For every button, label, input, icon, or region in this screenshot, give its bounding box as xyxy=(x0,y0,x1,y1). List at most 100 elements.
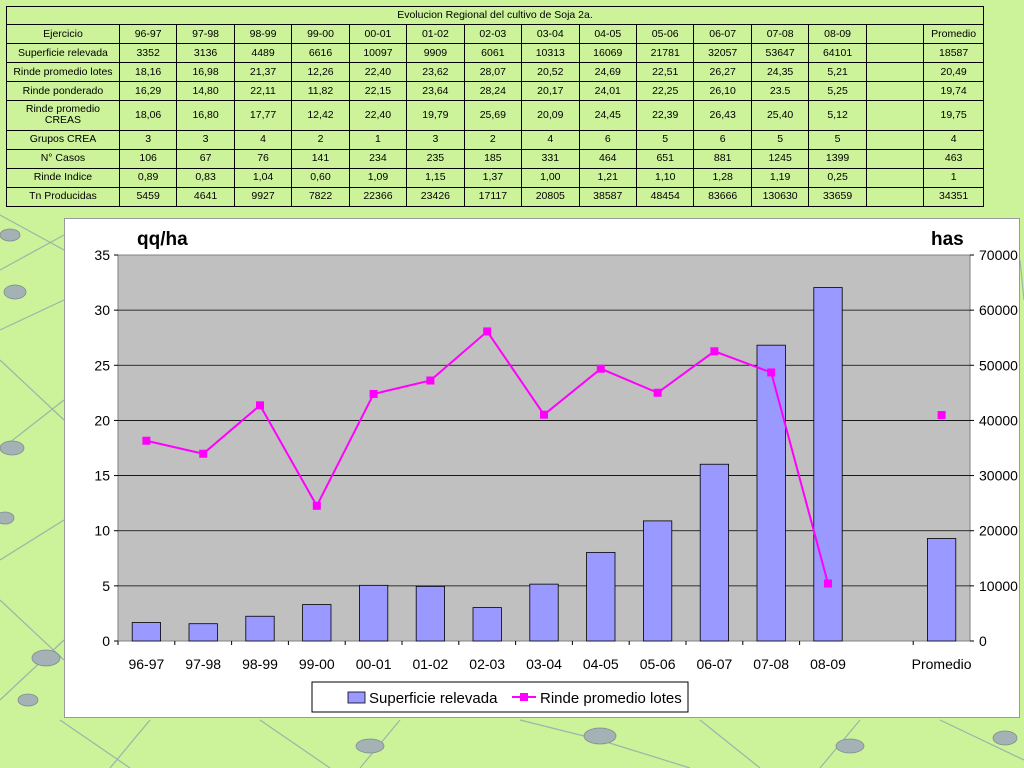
table-cell: 234 xyxy=(348,148,408,169)
table-cell: 33659 xyxy=(808,186,867,208)
table-row-label: Rinde Indice xyxy=(6,167,120,188)
x-axis-tick-label: 97-98 xyxy=(185,656,221,672)
table-blank-cell xyxy=(865,186,925,208)
table-row-label: Rinde promedio CREAS xyxy=(6,100,120,131)
left-axis-tick-label: 35 xyxy=(94,247,110,263)
table-average-cell: 4 xyxy=(923,129,984,150)
table-cell: 32057 xyxy=(693,43,752,64)
table-cell: 141 xyxy=(291,148,350,169)
point-rinde-promedio-lotes xyxy=(767,368,776,377)
left-axis-tick-label: 15 xyxy=(94,468,110,484)
table-average-header: Promedio xyxy=(923,23,984,45)
bar-superficie-relevada xyxy=(358,584,389,642)
table-cell: 12,26 xyxy=(291,62,350,83)
table-cell: 1,10 xyxy=(635,167,695,188)
table-row: Tn Producidas 5459 4641 9927 7822 22366 23426 1… xyxy=(6,186,984,208)
table-row-label: N° Casos xyxy=(6,148,120,169)
table-cell: 16,98 xyxy=(176,62,235,83)
table-cell: 0,89 xyxy=(118,167,178,188)
left-axis-tick-label: 20 xyxy=(94,412,110,428)
table-cell: 18,06 xyxy=(118,100,178,131)
table-cell: 24,69 xyxy=(578,62,637,83)
table-cell: 5,21 xyxy=(808,62,867,83)
x-axis-tick-label: 01-02 xyxy=(412,656,448,672)
table-blank-cell xyxy=(865,23,925,45)
point-rinde-promedio-lotes xyxy=(483,327,492,336)
table-cell: 20,09 xyxy=(521,100,580,131)
data-table: Evolucion Regional del cultivo de Soja 2… xyxy=(6,6,984,208)
table-cell: 1,00 xyxy=(521,167,580,188)
table-cell: 10097 xyxy=(348,43,408,64)
bar-superficie-relevada xyxy=(529,583,559,642)
table-cell: 3 xyxy=(176,129,235,150)
table-cell: 4489 xyxy=(233,43,293,64)
table-cell: 17117 xyxy=(463,186,523,208)
table-cell: 25,40 xyxy=(750,100,810,131)
chart-frame: 0 5 10 15 20 25 30 35 0 10000 20000 30000 40000 50000… xyxy=(64,218,1020,718)
table-cell: 22366 xyxy=(348,186,408,208)
point-rinde-promedio-lotes xyxy=(937,411,946,420)
table-cell: 26,10 xyxy=(693,81,752,102)
table-cell: 23,64 xyxy=(406,81,465,102)
bar-superficie-relevada xyxy=(245,615,275,642)
point-rinde-promedio-lotes xyxy=(426,376,435,385)
table-cell: 5 xyxy=(750,129,810,150)
point-rinde-promedio-lotes xyxy=(369,389,378,398)
legend-swatch-superficie-relevada xyxy=(347,691,366,704)
table-cell: 9927 xyxy=(233,186,293,208)
table-cell: 3 xyxy=(118,129,178,150)
x-axis-tick-label: 06-07 xyxy=(696,656,732,672)
table-cell: 4 xyxy=(521,129,580,150)
table-cell: 5,25 xyxy=(808,81,867,102)
table-cell: 2 xyxy=(291,129,350,150)
table-row: Grupos CREA 3 3 4 2 1 3 2 4 6 5 6 5 5 4 xyxy=(6,129,984,150)
table-cell: 25,69 xyxy=(463,100,523,131)
table-cell: 1245 xyxy=(750,148,810,169)
right-axis-tick-label: 40000 xyxy=(979,412,1018,428)
bar-superficie-relevada xyxy=(188,623,218,642)
x-axis-tick-label: 07-08 xyxy=(753,656,789,672)
table-cell: 1,37 xyxy=(463,167,523,188)
table-cell: 0,83 xyxy=(176,167,235,188)
table-column-header: 00-01 xyxy=(348,23,408,45)
right-axis-tick-label: 30000 xyxy=(979,468,1018,484)
x-axis-tick-label: 04-05 xyxy=(583,656,619,672)
legend-marker-rinde-promedio-lotes xyxy=(520,693,528,701)
table-column-header: 99-00 xyxy=(291,23,350,45)
bar-superficie-relevada xyxy=(643,520,673,642)
bar-superficie-relevada xyxy=(927,538,957,642)
table-row-label: Rinde promedio lotes xyxy=(6,62,120,83)
table-cell: 651 xyxy=(635,148,695,169)
table-cell: 64101 xyxy=(808,43,867,64)
table-column-header: 03-04 xyxy=(521,23,580,45)
table-column-header: 98-99 xyxy=(233,23,293,45)
table-column-header: 06-07 xyxy=(693,23,752,45)
bar-superficie-relevada xyxy=(131,622,161,642)
point-rinde-promedio-lotes xyxy=(540,410,548,419)
table-cell: 16069 xyxy=(578,43,637,64)
table-cell: 22,11 xyxy=(233,81,293,102)
table-cell: 1,09 xyxy=(348,167,408,188)
table-cell: 22,51 xyxy=(635,62,695,83)
table-cell: 53647 xyxy=(750,43,810,64)
left-axis-tick-label: 0 xyxy=(102,633,110,649)
left-axis-label: qq/ha xyxy=(137,229,188,250)
table-cell: 9909 xyxy=(406,43,465,64)
x-axis-tick-label: 08-09 xyxy=(810,656,846,672)
table-row-label: Tn Producidas xyxy=(6,186,120,208)
left-axis-tick-label: 25 xyxy=(94,357,110,373)
table-title-row: Evolucion Regional del cultivo de Soja 2… xyxy=(6,6,984,25)
bar-superficie-relevada xyxy=(302,604,332,642)
table-row-label: Grupos CREA xyxy=(6,129,120,150)
table-row: Rinde promedio CREAS 18,06 16,80 17,77 12,42… xyxy=(6,100,984,131)
table-cell: 12,42 xyxy=(291,100,350,131)
table-cell: 1,04 xyxy=(233,167,293,188)
table-cell: 38587 xyxy=(578,186,637,208)
table-cell: 48454 xyxy=(635,186,695,208)
bar-superficie-relevada xyxy=(813,287,843,642)
right-axis-label: has xyxy=(931,229,964,250)
x-axis-tick-label: Promedio xyxy=(912,656,972,672)
bar-superficie-relevada xyxy=(472,607,502,642)
table-average-cell: 1 xyxy=(923,167,984,188)
table-cell: 26,43 xyxy=(693,100,752,131)
